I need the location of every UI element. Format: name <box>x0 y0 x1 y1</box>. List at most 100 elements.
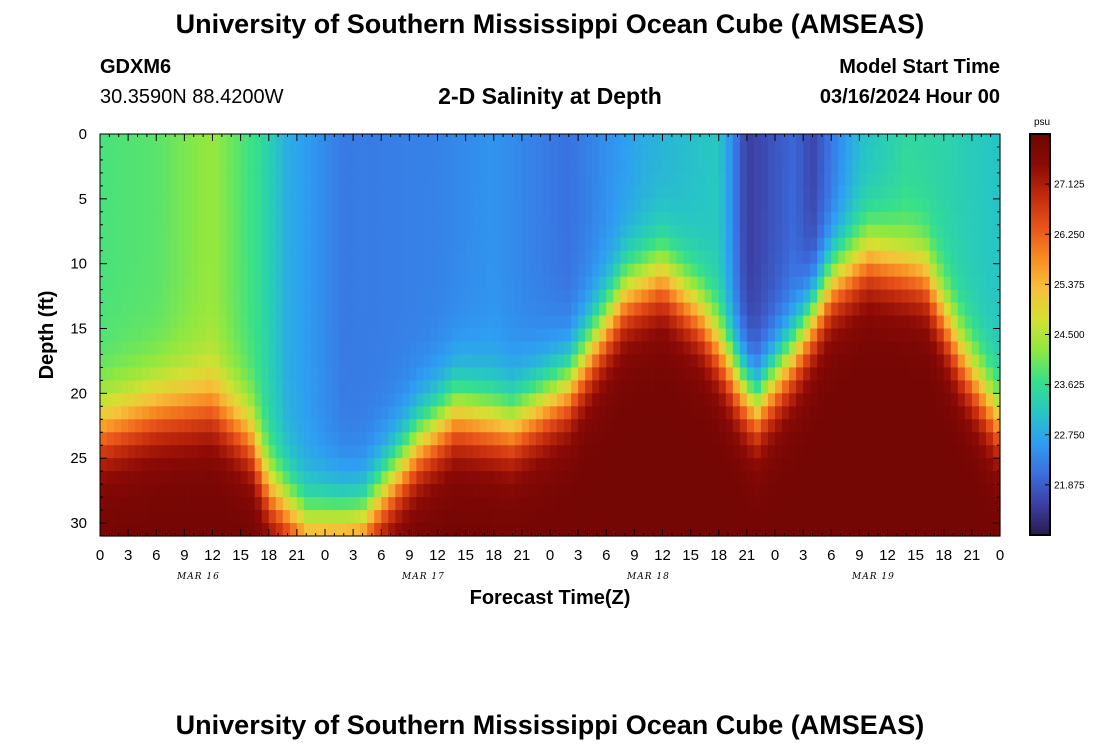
day-label: MAR 19 <box>851 572 895 582</box>
heatmap-cell <box>493 380 502 394</box>
heatmap-cell <box>641 497 650 511</box>
heatmap-cell <box>796 250 804 265</box>
heatmap-cell <box>353 134 361 148</box>
heatmap-cell <box>296 328 305 343</box>
heatmap-cell <box>458 302 467 317</box>
heatmap-cell <box>296 393 305 407</box>
heatmap-cell <box>486 134 495 148</box>
heatmap-cell <box>690 510 699 524</box>
heatmap-cell <box>310 185 319 200</box>
heatmap-cell <box>240 211 249 226</box>
heatmap-cell <box>325 367 333 381</box>
heatmap-cell <box>388 172 396 187</box>
heatmap-cell <box>339 263 347 278</box>
heatmap-cell <box>465 146 474 161</box>
heatmap-cell <box>170 224 178 239</box>
heatmap-cell <box>606 484 614 498</box>
heatmap-cell <box>971 237 980 252</box>
heatmap-cell <box>458 367 467 381</box>
heatmap-cell <box>620 497 628 511</box>
heatmap-cell <box>599 263 607 278</box>
heatmap-cell <box>149 393 157 407</box>
heatmap-cell <box>156 276 164 291</box>
heatmap-cell <box>296 263 305 278</box>
heatmap-cell <box>240 302 249 317</box>
heatmap-cell <box>430 159 439 174</box>
heatmap-cell <box>233 523 242 537</box>
heatmap-cell <box>620 380 628 394</box>
heatmap-cell <box>936 146 945 161</box>
heatmap-cell <box>578 419 586 433</box>
heatmap-cell <box>739 341 748 356</box>
heatmap-cell <box>542 250 551 265</box>
heatmap-cell <box>240 172 249 187</box>
heatmap-cell <box>212 289 221 304</box>
heatmap-cell <box>852 354 860 369</box>
heatmap-cell <box>789 146 797 161</box>
heatmap-cell <box>620 510 628 524</box>
heatmap-cell <box>493 510 502 524</box>
heatmap-cell <box>929 523 938 537</box>
heatmap-cell <box>360 237 368 252</box>
heatmap-cell <box>550 302 558 317</box>
heatmap-cell <box>233 302 242 317</box>
heatmap-cell <box>107 302 115 317</box>
heatmap-cell <box>831 185 839 200</box>
heatmap-cell <box>451 276 460 291</box>
heatmap-cell <box>360 367 368 381</box>
heatmap-cell <box>634 134 643 148</box>
heatmap-cell <box>542 224 551 239</box>
heatmap-cell <box>149 159 157 174</box>
heatmap-cell <box>296 497 305 511</box>
heatmap-cell <box>156 354 164 369</box>
heatmap-cell <box>760 432 769 446</box>
heatmap-cell <box>950 185 959 200</box>
heatmap-cell <box>550 471 558 485</box>
heatmap-cell <box>676 159 685 174</box>
heatmap-cell <box>205 289 214 304</box>
heatmap-cell <box>353 198 361 213</box>
heatmap-cell <box>992 263 1001 278</box>
heatmap-cell <box>550 263 558 278</box>
heatmap-cell <box>760 484 769 498</box>
heatmap-cell <box>212 224 221 239</box>
heatmap-cell <box>606 302 614 317</box>
heatmap-cell <box>711 237 720 252</box>
heatmap-cell <box>465 224 474 239</box>
heatmap-cell <box>782 367 790 381</box>
heatmap-cell <box>985 146 994 161</box>
heatmap-cell <box>887 134 896 148</box>
heatmap-cell <box>894 237 903 252</box>
heatmap-cell <box>458 523 467 537</box>
heatmap-cell <box>170 393 178 407</box>
heatmap-cell <box>887 497 896 511</box>
heatmap-cell <box>296 159 305 174</box>
heatmap-cell <box>627 341 635 356</box>
heatmap-cell <box>824 393 832 407</box>
heatmap-cell <box>247 302 256 317</box>
heatmap-cell <box>107 497 115 511</box>
heatmap-cell <box>845 134 853 148</box>
heatmap-cell <box>402 432 410 446</box>
heatmap-cell <box>859 146 868 161</box>
heatmap-cell <box>233 134 242 148</box>
heatmap-cell <box>339 172 347 187</box>
heatmap-cell <box>985 523 994 537</box>
x-tick-label: 12 <box>879 547 896 564</box>
heatmap-cell <box>493 185 502 200</box>
heatmap-cell <box>880 471 889 485</box>
heatmap-cell <box>535 484 544 498</box>
heatmap-cell <box>866 211 875 226</box>
heatmap-cell <box>289 289 298 304</box>
heatmap-cell <box>100 276 108 291</box>
heatmap-cell <box>275 198 284 213</box>
heatmap-cell <box>796 172 804 187</box>
heatmap-cell <box>282 315 291 330</box>
heatmap-cell <box>261 445 270 459</box>
heatmap-cell <box>880 302 889 317</box>
heatmap-cell <box>282 406 291 420</box>
heatmap-cell <box>346 198 354 213</box>
heatmap-cell <box>585 393 593 407</box>
heatmap-cell <box>416 328 425 343</box>
heatmap-cell <box>423 523 432 537</box>
